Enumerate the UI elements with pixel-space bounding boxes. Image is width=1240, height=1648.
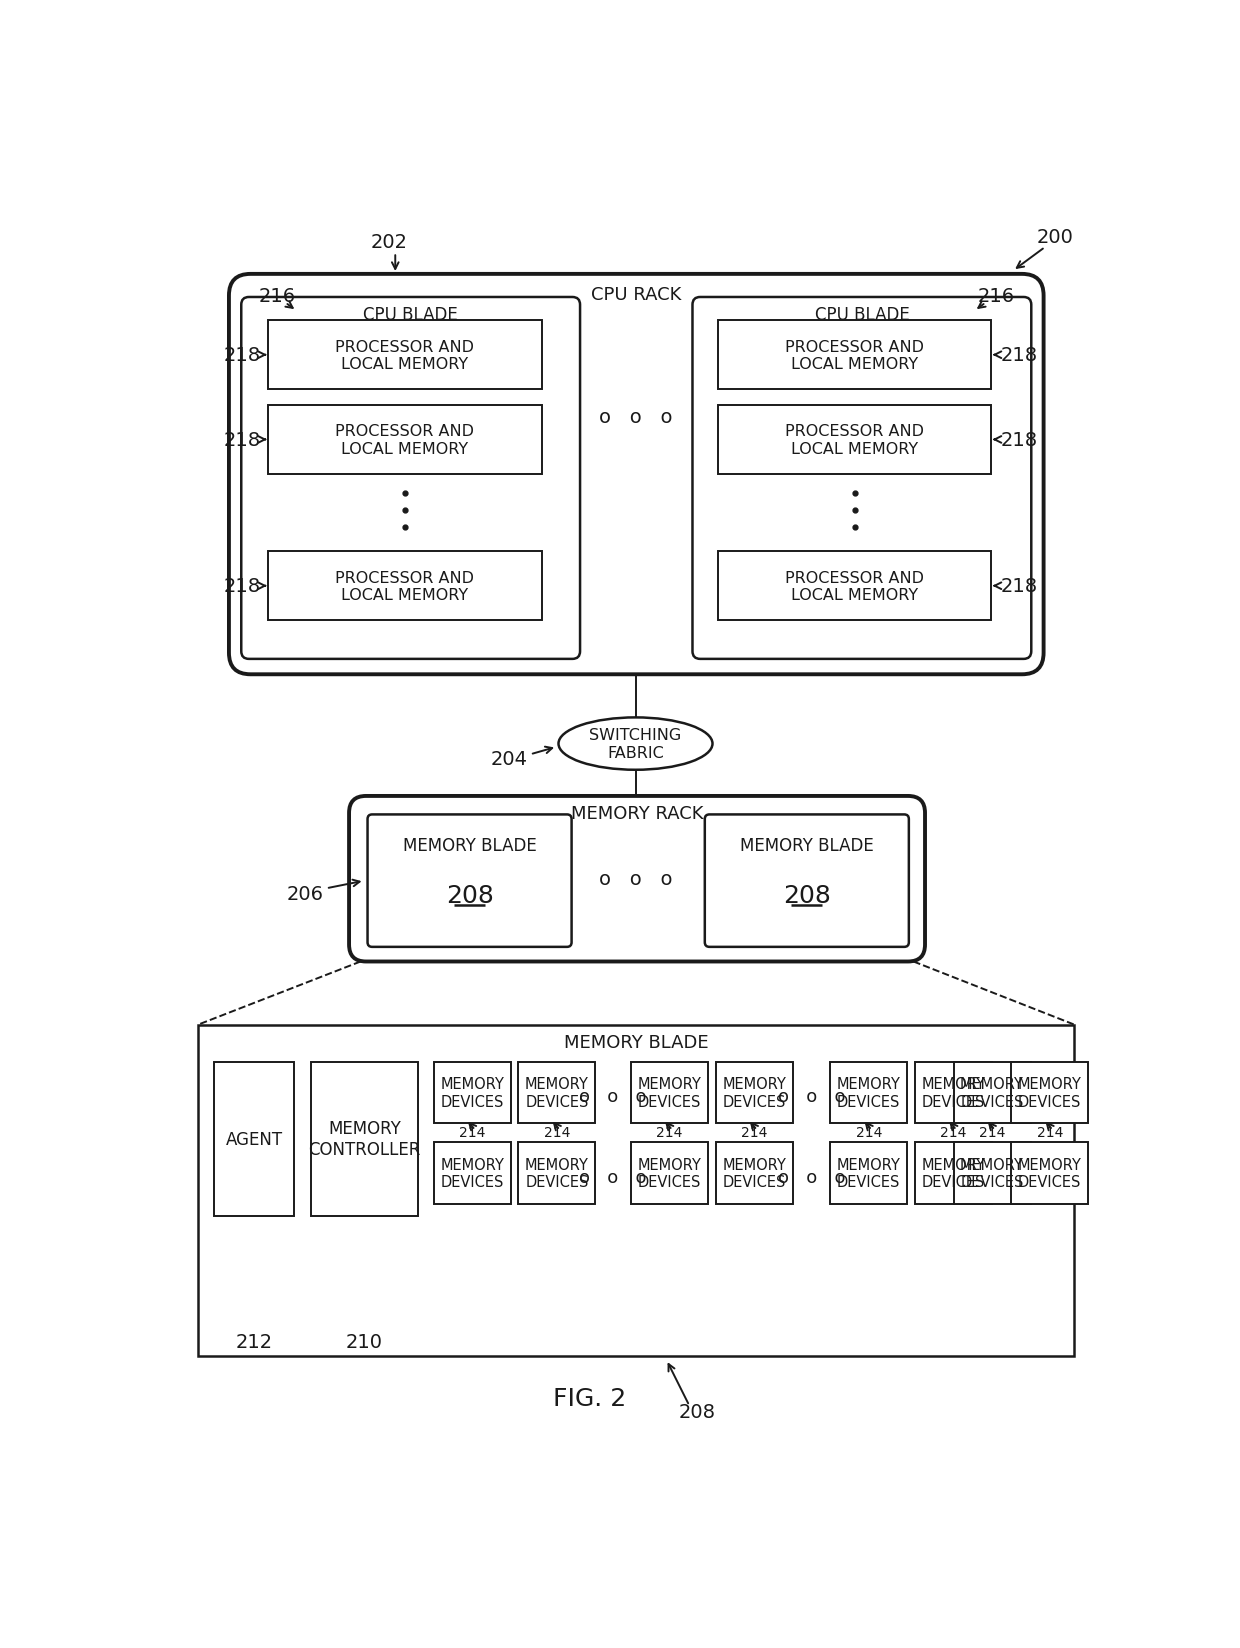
Bar xyxy=(310,1061,418,1216)
Bar xyxy=(631,1142,708,1205)
Text: MEMORY
DEVICES: MEMORY DEVICES xyxy=(921,1076,986,1109)
Text: 208: 208 xyxy=(678,1402,715,1422)
Bar xyxy=(631,1061,708,1124)
Bar xyxy=(268,321,542,391)
Text: MEMORY
DEVICES: MEMORY DEVICES xyxy=(837,1157,900,1190)
Text: MEMORY
DEVICES: MEMORY DEVICES xyxy=(525,1157,589,1190)
Bar xyxy=(198,1025,1074,1356)
Bar xyxy=(434,1142,511,1205)
Bar xyxy=(954,1142,1030,1205)
Text: MEMORY
DEVICES: MEMORY DEVICES xyxy=(637,1157,702,1190)
Text: 218: 218 xyxy=(223,346,260,364)
Text: 208: 208 xyxy=(445,883,494,908)
Text: 212: 212 xyxy=(236,1333,273,1351)
Text: 214: 214 xyxy=(856,1126,882,1140)
Text: MEMORY
DEVICES: MEMORY DEVICES xyxy=(960,1157,1024,1190)
Text: 218: 218 xyxy=(223,577,260,597)
Text: o   o   o: o o o xyxy=(599,407,672,427)
Text: 214: 214 xyxy=(459,1126,485,1140)
Text: 202: 202 xyxy=(371,232,408,252)
Text: 218: 218 xyxy=(1001,346,1038,364)
FancyBboxPatch shape xyxy=(692,298,1032,659)
Text: 214: 214 xyxy=(656,1126,682,1140)
Text: AGENT: AGENT xyxy=(226,1131,283,1149)
Text: MEMORY
DEVICES: MEMORY DEVICES xyxy=(722,1076,786,1109)
Bar xyxy=(715,1142,792,1205)
Text: o   o   o: o o o xyxy=(579,1088,647,1106)
Text: CPU RACK: CPU RACK xyxy=(591,285,682,303)
Bar xyxy=(268,552,542,621)
Bar xyxy=(954,1061,1030,1124)
Bar xyxy=(434,1061,511,1124)
Bar xyxy=(518,1142,595,1205)
Text: MEMORY BLADE: MEMORY BLADE xyxy=(740,837,874,855)
Text: MEMORY
DEVICES: MEMORY DEVICES xyxy=(440,1157,505,1190)
Text: PROCESSOR AND
LOCAL MEMORY: PROCESSOR AND LOCAL MEMORY xyxy=(785,570,924,603)
Bar xyxy=(715,1061,792,1124)
Text: MEMORY
DEVICES: MEMORY DEVICES xyxy=(1018,1076,1081,1109)
FancyBboxPatch shape xyxy=(229,275,1044,676)
Text: CPU BLADE: CPU BLADE xyxy=(363,307,458,323)
Text: o   o   o: o o o xyxy=(777,1168,846,1187)
Text: 210: 210 xyxy=(346,1333,383,1351)
Text: FIG. 2: FIG. 2 xyxy=(553,1386,626,1411)
Text: 218: 218 xyxy=(1001,430,1038,450)
Text: 214: 214 xyxy=(1037,1126,1063,1140)
FancyBboxPatch shape xyxy=(704,814,909,948)
Text: o   o   o: o o o xyxy=(579,1168,647,1187)
Text: MEMORY
DEVICES: MEMORY DEVICES xyxy=(837,1076,900,1109)
Bar xyxy=(1012,1142,1089,1205)
Text: SWITCHING
FABRIC: SWITCHING FABRIC xyxy=(589,728,682,760)
Text: 206: 206 xyxy=(286,885,324,903)
Text: MEMORY BLADE: MEMORY BLADE xyxy=(564,1033,708,1051)
Bar xyxy=(831,1061,908,1124)
Text: PROCESSOR AND
LOCAL MEMORY: PROCESSOR AND LOCAL MEMORY xyxy=(335,570,475,603)
FancyBboxPatch shape xyxy=(350,796,925,962)
Text: 216: 216 xyxy=(258,287,295,307)
Text: MEMORY
DEVICES: MEMORY DEVICES xyxy=(440,1076,505,1109)
Text: PROCESSOR AND
LOCAL MEMORY: PROCESSOR AND LOCAL MEMORY xyxy=(335,424,475,456)
FancyBboxPatch shape xyxy=(367,814,572,948)
Text: MEMORY
DEVICES: MEMORY DEVICES xyxy=(637,1076,702,1109)
Bar xyxy=(915,1142,992,1205)
Text: 208: 208 xyxy=(782,883,831,908)
Bar xyxy=(518,1061,595,1124)
Text: MEMORY
DEVICES: MEMORY DEVICES xyxy=(921,1157,986,1190)
Text: PROCESSOR AND
LOCAL MEMORY: PROCESSOR AND LOCAL MEMORY xyxy=(335,339,475,372)
Text: 216: 216 xyxy=(977,287,1014,307)
Text: MEMORY
DEVICES: MEMORY DEVICES xyxy=(1018,1157,1081,1190)
Text: MEMORY
DEVICES: MEMORY DEVICES xyxy=(960,1076,1024,1109)
Bar xyxy=(213,1061,294,1216)
Text: 218: 218 xyxy=(223,430,260,450)
Bar xyxy=(718,405,991,475)
Bar xyxy=(831,1142,908,1205)
Text: PROCESSOR AND
LOCAL MEMORY: PROCESSOR AND LOCAL MEMORY xyxy=(785,424,924,456)
Text: o   o   o: o o o xyxy=(777,1088,846,1106)
Ellipse shape xyxy=(558,719,713,770)
Text: MEMORY RACK: MEMORY RACK xyxy=(570,804,703,822)
Text: 214: 214 xyxy=(940,1126,967,1140)
Bar xyxy=(1012,1061,1089,1124)
Text: 200: 200 xyxy=(1037,229,1074,247)
Text: PROCESSOR AND
LOCAL MEMORY: PROCESSOR AND LOCAL MEMORY xyxy=(785,339,924,372)
Text: MEMORY BLADE: MEMORY BLADE xyxy=(403,837,537,855)
Bar xyxy=(915,1061,992,1124)
Text: 214: 214 xyxy=(740,1126,768,1140)
Text: MEMORY
DEVICES: MEMORY DEVICES xyxy=(722,1157,786,1190)
Text: MEMORY
CONTROLLER: MEMORY CONTROLLER xyxy=(309,1119,420,1159)
Text: 218: 218 xyxy=(1001,577,1038,597)
Text: CPU BLADE: CPU BLADE xyxy=(815,307,909,323)
Bar xyxy=(718,552,991,621)
Text: 214: 214 xyxy=(544,1126,570,1140)
FancyBboxPatch shape xyxy=(242,298,580,659)
Text: MEMORY
DEVICES: MEMORY DEVICES xyxy=(525,1076,589,1109)
Bar xyxy=(718,321,991,391)
Bar xyxy=(268,405,542,475)
Text: 204: 204 xyxy=(491,750,528,770)
Text: 214: 214 xyxy=(978,1126,1006,1140)
Text: o   o   o: o o o xyxy=(599,870,672,888)
